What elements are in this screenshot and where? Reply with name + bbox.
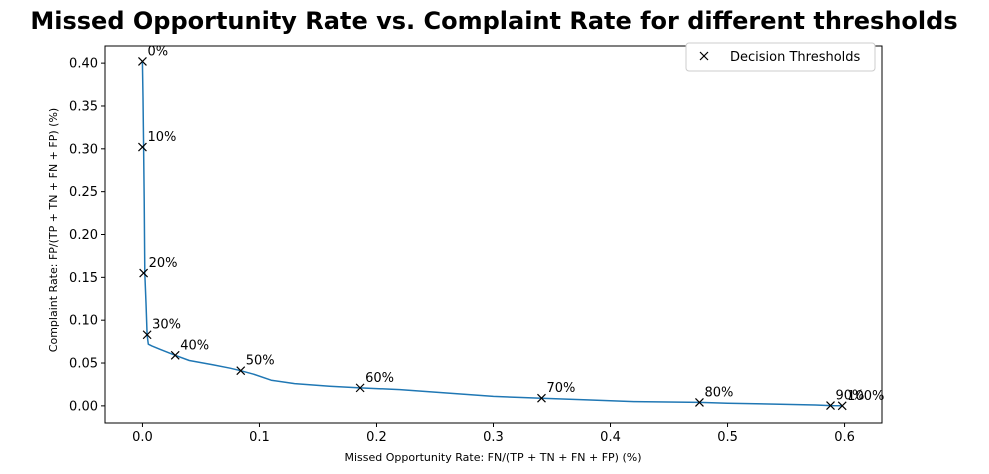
- threshold-marker-x-icon: [537, 393, 546, 403]
- threshold-marker-x-icon: [138, 142, 147, 152]
- threshold-marker-x-icon: [170, 350, 180, 360]
- threshold-marker-x-icon: [355, 383, 365, 393]
- legend-marker-x-icon: [699, 51, 709, 61]
- x-tick-label: 0.0: [132, 430, 153, 445]
- x-axis-label: Missed Opportunity Rate: FN/(TP + TN + F…: [344, 451, 641, 464]
- threshold-marker-x-icon: [142, 330, 152, 340]
- legend-box: [685, 42, 876, 72]
- threshold-annotations: 0% 10% 20% 30% 40% 50% 60% 70% 80% 90%100%: [147, 44, 884, 403]
- threshold-label: 50%: [246, 354, 275, 369]
- threshold-marker-x-icon: [139, 268, 149, 278]
- legend: Decision Thresholds: [685, 42, 876, 72]
- y-tick-label: 0.20: [69, 228, 98, 243]
- y-tick-label: 0.05: [69, 357, 98, 372]
- x-tick-label: 0.4: [600, 430, 621, 445]
- threshold-marker-x-icon: [837, 401, 847, 411]
- series-layer: [141, 61, 843, 407]
- chart-title: Missed Opportunity Rate vs. Complaint Ra…: [30, 7, 957, 35]
- threshold-label: 0%: [147, 44, 168, 59]
- threshold-label: 60%: [365, 371, 394, 386]
- threshold-label: 100%: [847, 389, 884, 404]
- x-tick-label: 0.1: [249, 430, 270, 445]
- threshold-label: 10%: [147, 130, 176, 145]
- x-tick-label: 0.6: [834, 430, 855, 445]
- y-axis: 0.00 0.05 0.10 0.15 0.20 0.25 0.30 0.35 0.40: [69, 57, 105, 414]
- y-tick-label: 0.15: [69, 271, 98, 286]
- threshold-marker-x-icon: [138, 56, 147, 66]
- y-tick-label: 0.30: [69, 142, 98, 157]
- x-tick-label: 0.2: [366, 430, 387, 445]
- y-tick-label: 0.00: [69, 399, 98, 414]
- x-tick-label: 0.5: [717, 430, 738, 445]
- threshold-marker-x-icon: [695, 398, 704, 407]
- threshold-label: 70%: [546, 381, 575, 396]
- threshold-marker-x-icon: [236, 366, 246, 376]
- threshold-markers: [138, 56, 847, 411]
- legend-label: Decision Thresholds: [730, 50, 861, 65]
- y-tick-label: 0.25: [69, 185, 98, 200]
- threshold-label: 80%: [704, 385, 733, 400]
- threshold-label: 30%: [152, 318, 181, 333]
- y-tick-label: 0.35: [69, 99, 98, 114]
- y-axis-label: Complaint Rate: FP/(TP + TN + FN + FP) (…: [47, 108, 60, 352]
- curve-line: [141, 61, 843, 407]
- threshold-label: 20%: [149, 256, 178, 271]
- threshold-marker-x-icon: [826, 401, 835, 411]
- y-tick-label: 0.40: [69, 57, 98, 72]
- x-axis: 0.0 0.1 0.2 0.3 0.4 0.5 0.6: [132, 423, 855, 445]
- x-tick-label: 0.3: [483, 430, 504, 445]
- threshold-label: 40%: [180, 338, 209, 353]
- y-tick-label: 0.10: [69, 314, 98, 329]
- threshold-label: 90%: [836, 389, 865, 404]
